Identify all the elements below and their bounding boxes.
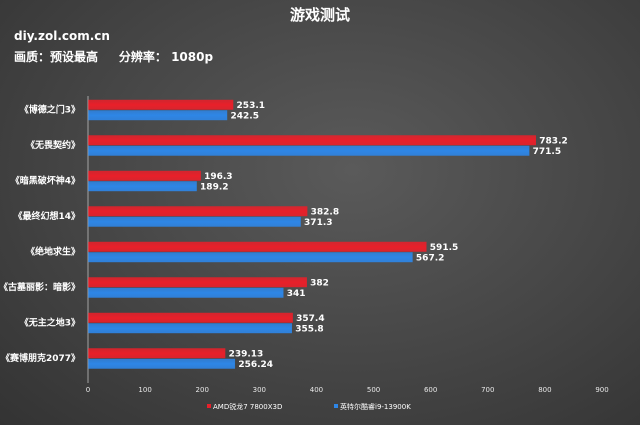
category-label: 《无畏契约》 [26, 139, 80, 151]
bar-amd [88, 277, 307, 288]
bar-intel [88, 145, 530, 156]
quality-label: 画质：预设最高 [14, 50, 99, 64]
data-label: 771.5 [533, 147, 561, 157]
bar-intel [88, 216, 301, 227]
x-tick-label: 500 [367, 386, 380, 394]
bar-intel [88, 110, 228, 121]
data-label: 567.2 [416, 254, 444, 264]
resolution-label: 分辨率： 1080p [118, 50, 214, 64]
category-label: 《最终幻想14》 [13, 210, 80, 222]
x-tick-label: 0 [86, 386, 90, 394]
bar-amd [88, 312, 293, 323]
data-label: 253.1 [237, 101, 265, 111]
bar-amd [88, 206, 308, 217]
chart-title: 游戏测试 [289, 6, 350, 24]
bar-amd [88, 99, 234, 110]
data-label: 382 [310, 279, 329, 289]
bar-amd [88, 241, 427, 252]
data-label: 196.3 [204, 172, 232, 182]
data-label: 783.2 [539, 137, 567, 147]
x-tick-label: 600 [424, 386, 437, 394]
category-label: 《古墓丽影：暗影》 [0, 281, 80, 293]
data-label: 341 [287, 289, 306, 299]
x-tick-label: 800 [538, 386, 551, 394]
bar-intel [88, 323, 292, 334]
data-label: 242.5 [230, 112, 258, 122]
category-label: 《博德之门3》 [20, 104, 80, 116]
bar-intel [88, 287, 284, 298]
site-url: diy.zol.com.cn [14, 29, 110, 43]
data-label: 256.24 [238, 360, 273, 370]
bar-intel [88, 358, 236, 369]
bar-intel [88, 252, 413, 263]
data-label: 591.5 [430, 243, 458, 253]
data-label: 239.13 [229, 350, 264, 360]
x-tick-label: 200 [196, 386, 209, 394]
bar-intel [88, 181, 197, 192]
data-label: 189.2 [200, 183, 228, 193]
category-label: 《绝地求生》 [26, 246, 80, 258]
category-label: 《无主之地3》 [20, 317, 80, 329]
legend-swatch-amd [207, 404, 211, 408]
legend-layer: AMD锐龙7 7800X3D 英特尔酷睿i9-13900K [207, 402, 411, 411]
legend-label-amd: AMD锐龙7 7800X3D [213, 402, 282, 411]
data-label: 357.4 [296, 314, 324, 324]
category-label: 《赛博朋克2077》 [1, 352, 80, 364]
x-tick-label: 900 [595, 386, 608, 394]
axis-layer: 0 100 200 300 400 500 600 700 800 900 《博德之门3》《无畏契约… [0, 96, 609, 394]
legend-swatch-intel [334, 404, 338, 408]
x-tick-label: 400 [310, 386, 323, 394]
bar-amd [88, 348, 226, 359]
x-tick-label: 100 [138, 386, 151, 394]
bar-amd [88, 135, 536, 146]
data-label: 371.3 [304, 218, 332, 228]
category-label: 《暗黑破坏神4》 [11, 175, 80, 187]
data-label: 355.8 [295, 325, 323, 335]
x-tick-label: 700 [481, 386, 494, 394]
bar-amd [88, 170, 201, 181]
x-tick-label: 300 [253, 386, 266, 394]
settings-line: 画质：预设最高 分辨率： 1080p [14, 48, 213, 65]
data-label: 382.8 [311, 208, 339, 218]
legend-label-intel: 英特尔酷睿i9-13900K [340, 402, 411, 411]
